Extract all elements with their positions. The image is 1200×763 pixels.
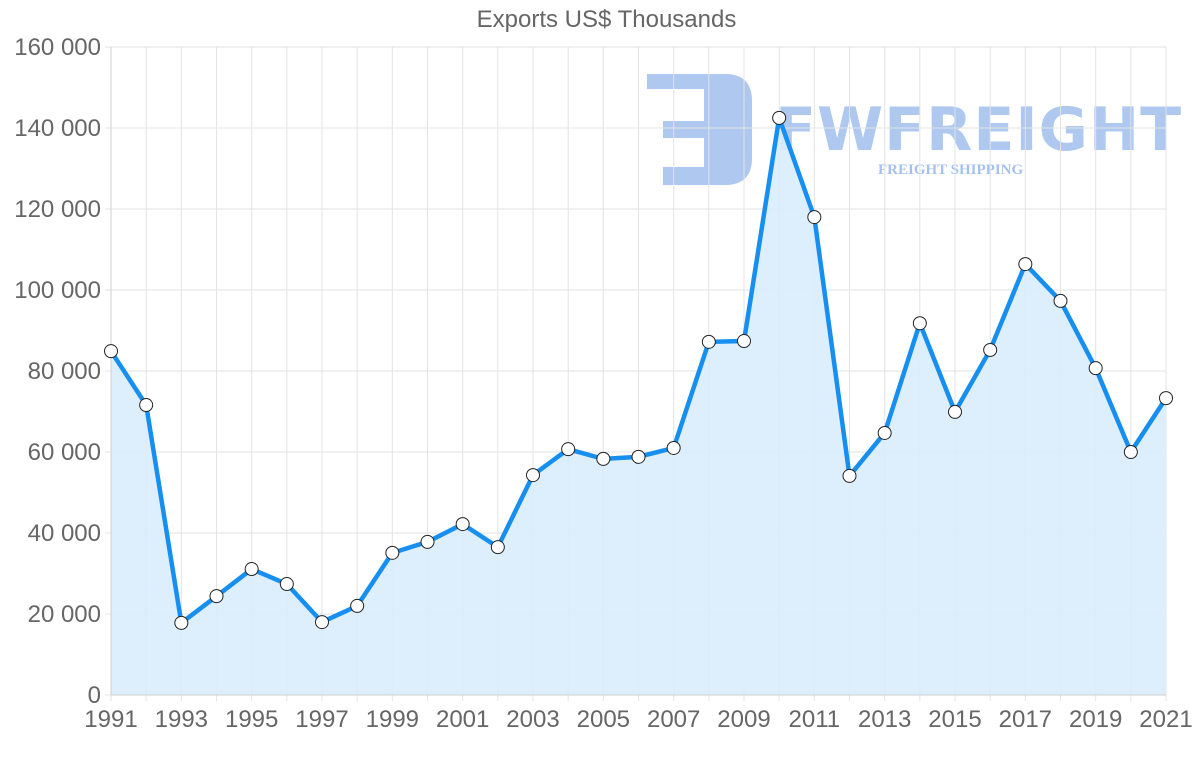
data-point-marker[interactable] [1018,257,1033,272]
x-tick-label: 1991 [84,706,137,733]
y-tick-label: 160 000 [14,34,101,61]
x-tick-label: 1999 [366,706,419,733]
axes [110,47,1166,696]
x-tick-label: 2017 [999,706,1052,733]
data-point-marker[interactable] [1159,391,1173,406]
y-axis-ticks: 0 20 000 40 000 60 000 80 000 100 000 120 000 1… [14,34,101,709]
data-point-marker[interactable] [877,425,892,440]
data-point-marker[interactable] [737,334,751,349]
logo-mark-icon [647,74,752,185]
chart-title: Exports US$ Thousands [476,6,737,33]
x-axis-ticks: 1991 1993 1995 1997 1999 2001 2003 2005 2007 2009… [84,706,1192,733]
data-point-marker[interactable] [244,562,259,577]
x-tick-label: 1997 [295,706,348,733]
y-tick-label: 140 000 [14,115,101,142]
area-fill [111,117,1166,695]
x-tick-label: 2009 [717,706,770,733]
y-tick-label: 100 000 [14,277,101,304]
data-point-marker[interactable] [948,404,962,419]
x-tick-label: 2021 [1139,706,1192,733]
data-point-marker[interactable] [315,615,329,630]
x-tick-label: 2015 [928,706,981,733]
logo-tagline-text: FREIGHT SHIPPING [878,162,1023,178]
data-point-marker[interactable] [807,210,822,225]
x-tick-label: 2013 [858,706,911,733]
x-tick-label: 1995 [225,706,278,733]
data-point-marker[interactable] [104,344,118,359]
data-point-marker[interactable] [772,110,787,125]
data-point-marker[interactable] [666,440,681,455]
data-point-marker[interactable] [526,468,540,483]
data-points[interactable] [104,110,1173,630]
data-point-marker[interactable] [174,615,189,630]
data-point-marker[interactable] [631,449,646,464]
data-point-marker[interactable] [385,545,400,560]
area-polygon [111,117,1166,695]
logo-brand-text: FWFREIGHT [775,95,1182,165]
data-point-marker[interactable] [1053,293,1068,308]
y-tick-label: 0 [88,682,101,709]
data-point-marker[interactable] [983,342,998,357]
x-tick-label: 2011 [789,706,841,733]
data-point-marker[interactable] [139,398,154,413]
x-tick-label: 2005 [577,706,630,733]
y-tick-label: 60 000 [28,439,101,466]
data-point-marker[interactable] [279,577,294,592]
x-tick-label: 2019 [1069,706,1122,733]
data-point-marker[interactable] [490,540,505,555]
data-point-marker[interactable] [1088,361,1103,376]
y-tick-label: 20 000 [28,601,101,628]
y-tick-label: 80 000 [28,358,101,385]
x-tick-label: 1993 [155,706,208,733]
data-point-marker[interactable] [701,334,716,349]
data-point-marker[interactable] [455,517,470,532]
x-tick-label: 2003 [506,706,559,733]
data-point-marker[interactable] [1123,445,1138,459]
data-point-marker[interactable] [561,442,576,457]
fwfreight-logo-watermark: FWFREIGHT FREIGHT SHIPPING [647,74,1182,185]
data-point-marker[interactable] [596,451,611,466]
data-point-marker[interactable] [420,534,435,549]
x-tick-label: 2007 [647,706,700,733]
y-tick-label: 120 000 [14,196,101,223]
data-point-marker[interactable] [209,589,224,604]
y-tick-label: 40 000 [28,520,101,547]
x-tick-label: 2001 [436,706,489,733]
data-point-marker[interactable] [842,468,857,483]
data-point-marker[interactable] [350,598,365,613]
data-point-marker[interactable] [912,316,927,331]
